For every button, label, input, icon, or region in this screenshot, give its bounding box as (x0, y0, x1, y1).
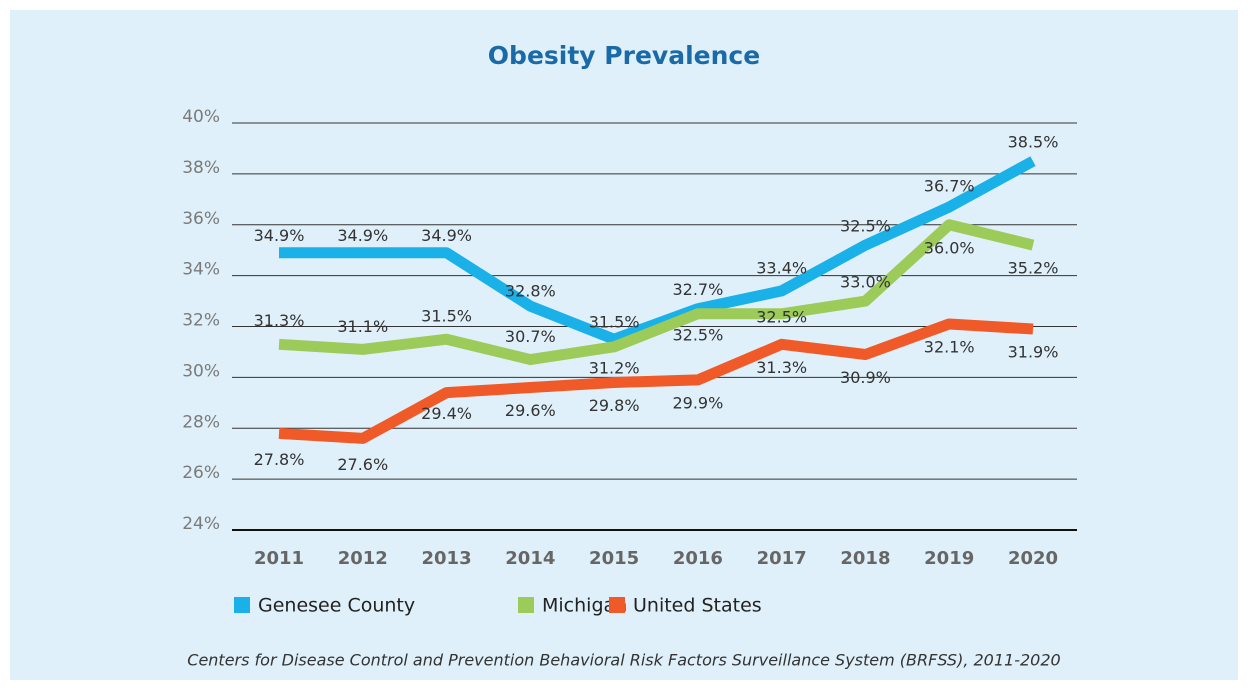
data-label: 31.3% (254, 311, 305, 330)
legend-label: United States (633, 595, 762, 617)
x-tick-label: 2019 (924, 548, 974, 569)
x-tick-label: 2016 (673, 548, 723, 569)
legend-label: Genesee County (258, 595, 415, 617)
x-tick-label: 2014 (505, 548, 555, 569)
data-label: 38.5% (1008, 133, 1059, 152)
data-label: 29.8% (589, 396, 640, 415)
data-label: 34.9% (421, 226, 472, 245)
data-label: 31.2% (589, 358, 640, 377)
data-label: 32.1% (924, 337, 975, 356)
data-label: 30.9% (840, 368, 891, 387)
y-tick-label: 30% (182, 361, 220, 381)
data-label: 31.3% (756, 358, 807, 377)
chart-title: Obesity Prevalence (488, 41, 760, 70)
series-line (278, 219, 1035, 366)
x-tick-label: 2013 (422, 548, 472, 569)
data-label: 32.5% (840, 217, 891, 236)
data-label: 31.5% (589, 313, 640, 332)
y-tick-label: 38% (182, 158, 220, 178)
data-label: 34.9% (254, 226, 305, 245)
data-label: 33.4% (756, 258, 807, 277)
source-note: Centers for Disease Control and Preventi… (187, 651, 1060, 670)
data-label: 36.7% (924, 176, 975, 195)
data-label: 30.7% (505, 327, 556, 346)
y-tick-label: 40% (182, 107, 220, 127)
y-tick-label: 26% (182, 463, 220, 483)
y-tick-label: 28% (182, 412, 220, 432)
data-label: 36.0% (924, 238, 975, 257)
y-tick-label: 34% (182, 260, 220, 280)
legend-swatch (609, 597, 625, 613)
data-label: 32.5% (672, 325, 723, 344)
data-label: 31.1% (337, 317, 388, 336)
data-label: 31.9% (1008, 343, 1059, 362)
data-label: 34.9% (337, 226, 388, 245)
x-tick-label: 2012 (338, 548, 388, 569)
x-tick-label: 2015 (589, 548, 639, 569)
legend-swatch (518, 597, 534, 613)
data-label: 35.2% (1008, 259, 1059, 278)
legend-swatch (234, 597, 250, 613)
data-label: 29.9% (672, 393, 723, 412)
data-label: 31.5% (421, 307, 472, 326)
data-label: 32.7% (672, 280, 723, 299)
y-tick-label: 36% (182, 209, 220, 229)
data-label: 32.8% (505, 282, 556, 301)
y-tick-label: 32% (182, 311, 220, 331)
series-line (278, 318, 1034, 444)
data-label: 29.4% (421, 404, 472, 423)
x-tick-label: 2011 (254, 548, 304, 569)
data-label: 27.8% (254, 450, 305, 469)
data-label: 32.5% (756, 307, 807, 326)
data-label: 33.0% (840, 273, 891, 292)
data-label: 29.6% (505, 401, 556, 420)
legend-label: Michigan (542, 595, 627, 617)
x-tick-label: 2020 (1008, 548, 1058, 569)
y-tick-label: 24% (182, 514, 220, 534)
series-line (279, 156, 1036, 345)
x-tick-label: 2018 (840, 548, 890, 569)
data-label: 27.6% (337, 455, 388, 474)
x-tick-label: 2017 (757, 548, 807, 569)
